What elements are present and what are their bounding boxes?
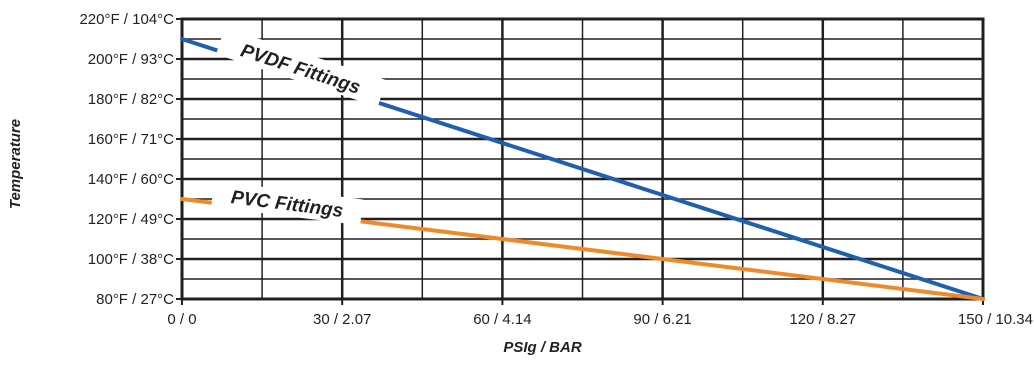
series-label-background: [216, 27, 387, 107]
tick-labels: 0 / 0 30 / 2.07 60 / 4.14 90 / 6.21 120 / 8.…: [79, 11, 1033, 328]
y-tick-label: 120°F / 49°C: [88, 211, 174, 228]
plot-frame: [180, 17, 985, 301]
y-tick-label: 100°F / 38°C: [88, 251, 174, 268]
x-tick-label: 60 / 4.14: [473, 311, 531, 328]
series-label-background: [211, 180, 364, 226]
x-tick-label: 0 / 0: [167, 311, 196, 328]
x-tick-label: 150 / 10.34: [958, 311, 1033, 328]
x-tick-label: 90 / 6.21: [633, 311, 691, 328]
y-axis-title: Temperature: [7, 119, 24, 209]
x-tick-label: 120 / 8.27: [789, 311, 856, 328]
y-tick-label: 180°F / 82°C: [88, 91, 174, 108]
x-axis-title: PSIg / BAR: [503, 339, 582, 356]
y-tick-label: 160°F / 71°C: [88, 131, 174, 148]
y-tick-label: 200°F / 93°C: [88, 51, 174, 68]
y-tick-label: 220°F / 104°C: [79, 11, 174, 28]
y-tick-label: 140°F / 60°C: [88, 171, 174, 188]
x-tick-label: 30 / 2.07: [313, 311, 371, 328]
y-tick-label: 80°F / 27°C: [96, 291, 174, 308]
